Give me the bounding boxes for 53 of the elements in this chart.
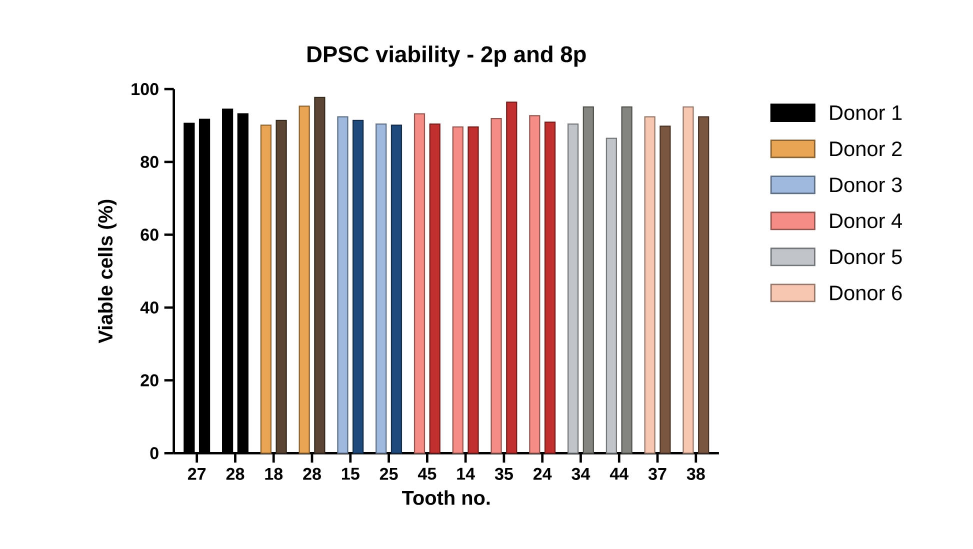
x-tick-label: 28: [226, 468, 244, 480]
x-tick-label: 28: [303, 468, 321, 480]
legend-label: Donor 5: [830, 250, 902, 264]
x-tick-label: 34: [572, 468, 590, 480]
x-tick-label: 45: [418, 468, 436, 480]
x-tick-label: 27: [188, 468, 206, 480]
legend-label: Donor 6: [830, 286, 902, 300]
bar: [468, 126, 479, 454]
x-tick-label: 15: [342, 468, 360, 480]
bar: [698, 116, 710, 454]
bar: [298, 106, 310, 454]
x-tick-label: 24: [533, 468, 552, 480]
bar: [429, 124, 440, 454]
y-axis-title: Viable cells (%): [98, 200, 117, 344]
bar: [544, 122, 556, 454]
bar: [506, 102, 518, 454]
bar: [352, 120, 364, 454]
bar: [390, 124, 402, 454]
bar: [606, 138, 618, 454]
x-tick-label: 44: [610, 468, 629, 480]
legend-label: Donor 4: [830, 214, 902, 228]
x-axis-title: Tooth no.: [402, 490, 490, 505]
bar: [621, 106, 632, 454]
bar: [276, 120, 287, 454]
y-tick-label: 40: [140, 302, 158, 314]
x-tick-label: 38: [686, 468, 705, 480]
bar: [376, 124, 387, 454]
bar: [567, 124, 579, 454]
bar: [660, 126, 671, 454]
chart-title: DPSC viability - 2p and 8p: [308, 46, 586, 67]
bar: [644, 116, 656, 454]
bar: [414, 113, 426, 454]
y-tick-label: 20: [140, 374, 158, 386]
bar: [490, 118, 502, 454]
bar: [260, 124, 272, 454]
y-tick-label: 80: [140, 156, 158, 168]
bar: [452, 126, 464, 454]
bar: [682, 106, 694, 454]
x-tick-label: 25: [380, 468, 398, 480]
y-tick-label: 60: [140, 228, 158, 241]
y-tick-label: 100: [132, 83, 158, 96]
bar: [529, 115, 540, 454]
x-tick-label: 14: [457, 468, 475, 480]
y-tick-label: 0: [150, 447, 158, 460]
bar: [337, 116, 348, 454]
bar: [314, 96, 326, 454]
x-tick-label: 18: [265, 468, 283, 480]
legend-label: Donor 2: [830, 141, 902, 156]
x-tick-label: 37: [648, 468, 666, 480]
x-tick-label: 35: [494, 468, 513, 480]
bar: [582, 106, 594, 454]
legend-label: Donor 1: [830, 106, 902, 120]
legend-label: Donor 3: [830, 178, 902, 192]
